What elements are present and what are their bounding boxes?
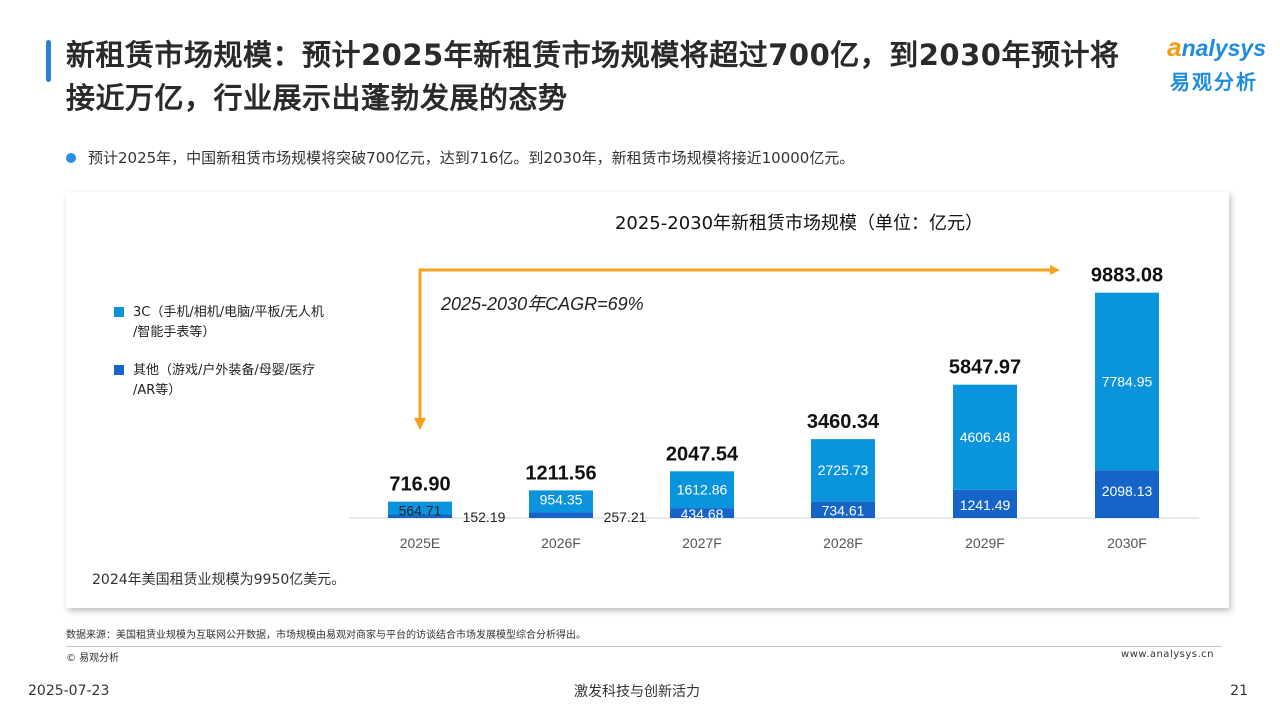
logo-wordmark-rest: nalysys: [1181, 35, 1266, 61]
title-accent-bar: [46, 40, 51, 82]
legend-label: /智能手表等）: [133, 324, 215, 340]
total-label: 2047.54: [666, 443, 739, 465]
copyright: © 易观分析: [66, 653, 120, 664]
value-label-3c: 564.71: [399, 503, 442, 519]
data-source-note: 数据来源：美国租赁业规模为互联网公开数据，市场规模由易观对商家与平台的访谈结合市…: [66, 630, 586, 641]
bar-3c: [529, 490, 593, 513]
value-label-3c: 2725.73: [818, 462, 869, 478]
value-label-other: 2098.13: [1102, 483, 1153, 499]
value-label-other: 734.61: [822, 503, 865, 519]
x-tick-label: 2028F: [823, 535, 863, 551]
legend-label: /AR等）: [133, 382, 181, 398]
legend-swatch: [114, 365, 124, 375]
value-label-other: 434.68: [681, 506, 724, 522]
value-label-other: 257.21: [604, 509, 647, 525]
bar-3c: [811, 439, 875, 502]
logo-wordmark-first: a: [1167, 32, 1182, 62]
value-label-other: 152.19: [463, 509, 506, 525]
bar-other: [388, 514, 452, 518]
bar-3c: [388, 501, 452, 515]
legend-swatch: [114, 307, 124, 317]
x-tick-label: 2030F: [1107, 535, 1147, 551]
total-label: 1211.56: [525, 462, 596, 484]
bar-3c: [1095, 292, 1159, 471]
bar-other: [953, 489, 1017, 518]
value-label-3c: 1612.86: [677, 482, 728, 498]
footer-divider: [66, 646, 1222, 647]
bar-3c: [953, 384, 1017, 490]
value-label-3c: 7784.95: [1102, 373, 1153, 389]
cagr-arrow: [418, 265, 1060, 424]
bullet-icon: [66, 153, 76, 163]
analysys-logo: analysys 易观分析: [1136, 30, 1266, 94]
website-link[interactable]: www.analysys.cn: [1121, 649, 1214, 660]
bar-other: [529, 512, 593, 518]
report-date: 2025-07-23: [28, 683, 110, 699]
chart-note: 2024年美国租赁业规模为9950亿美元。: [92, 572, 345, 588]
cagr-annotation: 2025-2030年CAGR=69%: [440, 294, 644, 314]
chart-card: 2025-2030年新租赁市场规模（单位：亿元） 3C（手机/相机/电脑/平板/无…: [66, 192, 1229, 608]
x-tick-label: 2026F: [541, 535, 581, 551]
logo-chinese: 易观分析: [1170, 70, 1258, 94]
chart-title: 2025-2030年新租赁市场规模（单位：亿元）: [615, 213, 983, 234]
x-tick-label: 2029F: [965, 535, 1005, 551]
x-tick-label: 2027F: [682, 535, 722, 551]
slogan: 激发科技与创新活力: [574, 684, 700, 700]
page-number: 21: [1230, 683, 1248, 699]
bar-other: [1095, 470, 1159, 518]
bar-other: [670, 508, 734, 518]
legend-label: 其他（游戏/户外装备/母婴/医疗: [133, 362, 315, 378]
total-label: 9883.08: [1091, 265, 1163, 287]
legend-label: 3C（手机/相机/电脑/平板/无人机: [133, 305, 324, 320]
arrow-down-icon: [414, 418, 426, 430]
total-label: 5847.97: [949, 357, 1021, 379]
stacked-bar-chart: 2025-2030年新租赁市场规模（单位：亿元） 3C（手机/相机/电脑/平板/无…: [92, 213, 1199, 588]
bar-other: [811, 501, 875, 518]
summary-bullet: 预计2025年，中国新租赁市场规模将突破700亿元，达到716亿。到2030年，…: [88, 149, 855, 167]
value-label-3c: 954.35: [540, 491, 583, 507]
total-label: 716.90: [389, 474, 450, 496]
bar-3c: [670, 471, 734, 509]
total-label: 3460.34: [807, 411, 880, 433]
value-label-other: 1241.49: [960, 497, 1011, 513]
value-label-3c: 4606.48: [960, 429, 1011, 445]
page-title: 新租赁市场规模：预计2025年新租赁市场规模将超过700亿，到2030年预计将接…: [66, 38, 1120, 115]
logo-wordmark: analysys: [1167, 32, 1266, 63]
x-tick-label: 2025E: [400, 535, 440, 551]
